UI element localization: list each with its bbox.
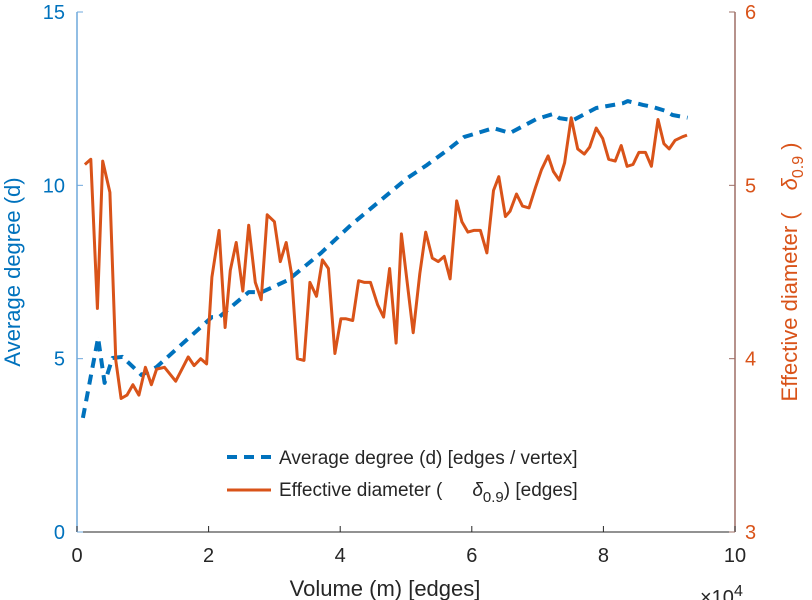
right-label-symbol: δ xyxy=(777,177,802,190)
y-left-tick-label: 15 xyxy=(43,2,65,24)
y-left-tick-label: 5 xyxy=(54,349,65,371)
x-tick-label: 6 xyxy=(466,545,477,567)
legend-label-effective-diameter: Effective diameter ( δ0.9) [edges] xyxy=(279,480,578,506)
y-left-tick-label: 10 xyxy=(43,175,65,197)
x-multiplier: ×104 xyxy=(700,583,743,600)
x-multiplier-exponent: 4 xyxy=(734,583,743,600)
legend-label-prefix: Effective diameter ( xyxy=(279,480,443,501)
x-tick-label: 4 xyxy=(335,545,346,567)
series-group xyxy=(80,99,688,419)
series-line-average-degree xyxy=(80,99,688,419)
x-multiplier-base: ×10 xyxy=(700,587,734,600)
y-axis-right-label: Effective diameter ( δ0.9) xyxy=(777,143,807,402)
axes xyxy=(76,11,736,533)
x-axis-label: Volume (m) [edges] xyxy=(290,576,481,600)
right-label-prefix: Effective diameter ( xyxy=(777,212,802,402)
legend-label-symbol: δ xyxy=(472,480,483,501)
series-line-effective-diameter xyxy=(83,116,688,400)
y-left-tick-label: 0 xyxy=(54,522,65,544)
legend-label-average-degree: Average degree (d) [edges / vertex] xyxy=(279,448,578,469)
x-tick-label: 0 xyxy=(71,545,82,567)
right-label-suffix: ) xyxy=(777,143,802,150)
x-tick-label: 2 xyxy=(203,545,214,567)
legend: Average degree (d) [edges / vertex] Effe… xyxy=(227,448,578,506)
y-right-tick-label: 3 xyxy=(745,522,756,544)
x-tick-label: 10 xyxy=(724,545,746,567)
x-tick-label: 8 xyxy=(598,545,609,567)
y-right-tick-label: 4 xyxy=(745,349,756,371)
y-right-tick-label: 5 xyxy=(745,175,756,197)
y-axis-left-label: Average degree (d) xyxy=(0,177,25,366)
legend-label-suffix: ) [edges] xyxy=(504,480,578,501)
legend-label-sub: 0.9 xyxy=(483,489,504,506)
tick-labels: 0 2 4 6 8 10 0 5 10 15 3 4 5 6 xyxy=(43,2,756,567)
right-label-sub: 0.9 xyxy=(790,156,807,178)
y-right-tick-label: 6 xyxy=(745,2,756,24)
